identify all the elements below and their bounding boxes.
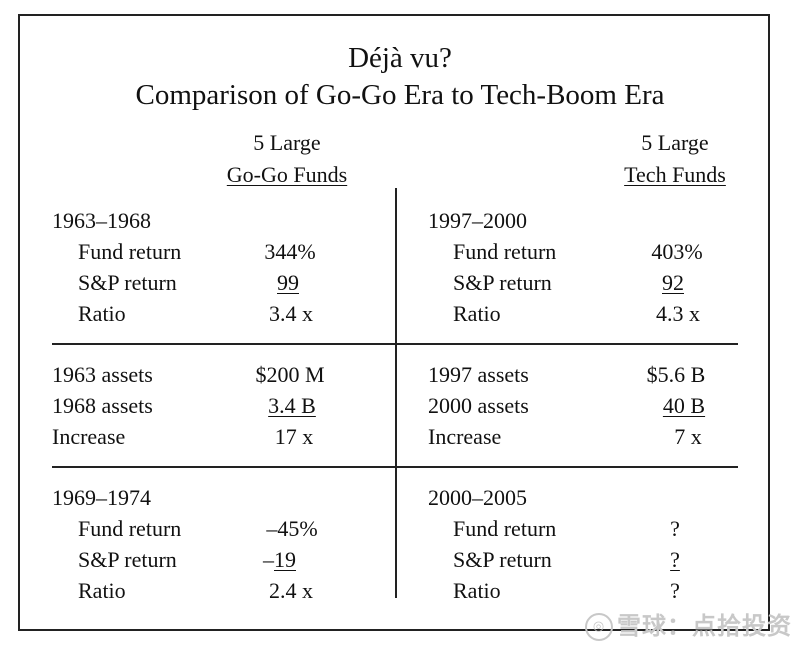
right-period-2: 2000–2005 bbox=[428, 485, 527, 510]
minus-sign: – bbox=[263, 547, 274, 572]
left-p1-value-sp-return: 99 bbox=[277, 270, 299, 295]
left-p1-label-ratio: Ratio bbox=[78, 301, 126, 326]
right-p1-value-fund-return: 403% bbox=[651, 239, 703, 264]
left-p2-value-sp-return: –19 bbox=[263, 547, 296, 573]
left-p2-value-sp-return-number: 19 bbox=[274, 547, 296, 572]
right-p1-label-ratio: Ratio bbox=[453, 301, 501, 326]
right-assets-label-start: 1997 assets bbox=[428, 362, 529, 387]
right-p1-label-sp-return: S&P return bbox=[453, 270, 552, 295]
left-period-1: 1963–1968 bbox=[52, 208, 151, 233]
watermark-text: 雪球：点拾投资 bbox=[617, 612, 792, 640]
center-divider bbox=[395, 188, 397, 598]
right-assets-value-increase: 7 x bbox=[674, 424, 702, 449]
right-p2-label-sp-return: S&P return bbox=[453, 547, 552, 572]
left-p2-label-ratio: Ratio bbox=[78, 578, 126, 603]
right-p2-value-ratio: ? bbox=[670, 578, 680, 603]
watermark: ◎ 雪球：点拾投资 bbox=[585, 606, 792, 641]
left-assets-value-start: $200 M bbox=[255, 362, 325, 387]
left-assets-label-start: 1963 assets bbox=[52, 362, 153, 387]
title-line-1: Déjà vu? bbox=[348, 42, 452, 74]
right-p2-label-ratio: Ratio bbox=[453, 578, 501, 603]
left-p1-label-sp-return: S&P return bbox=[78, 270, 177, 295]
left-p1-value-ratio: 3.4 x bbox=[269, 301, 313, 326]
divider-2 bbox=[52, 466, 738, 468]
right-assets-label-increase: Increase bbox=[428, 424, 502, 449]
left-assets-label-increase: Increase bbox=[52, 424, 126, 449]
title-line-2: Comparison of Go-Go Era to Tech-Boom Era bbox=[135, 79, 665, 111]
left-period-2: 1969–1974 bbox=[52, 485, 151, 510]
table-frame bbox=[18, 14, 770, 631]
left-p2-label-fund-return: Fund return bbox=[78, 516, 182, 541]
right-assets-label-end: 2000 assets bbox=[428, 393, 529, 418]
right-p2-value-fund-return: ? bbox=[670, 516, 680, 541]
left-p1-label-fund-return: Fund return bbox=[78, 239, 182, 264]
xueqiu-logo-icon: ◎ bbox=[585, 613, 613, 641]
right-assets-value-start: $5.6 B bbox=[646, 362, 706, 387]
left-header-line-2: Go-Go Funds bbox=[226, 162, 348, 187]
left-assets-label-end: 1968 assets bbox=[52, 393, 153, 418]
right-p2-label-fund-return: Fund return bbox=[453, 516, 557, 541]
right-p1-value-ratio: 4.3 x bbox=[656, 301, 700, 326]
left-header-line-1: 5 Large bbox=[253, 130, 321, 155]
right-period-1: 1997–2000 bbox=[428, 208, 527, 233]
right-p1-value-sp-return: 92 bbox=[662, 270, 684, 295]
left-p2-value-fund-return: –45% bbox=[266, 516, 318, 541]
left-p2-value-ratio: 2.4 x bbox=[269, 578, 313, 603]
divider-1 bbox=[52, 343, 738, 345]
left-assets-value-increase: 17 x bbox=[274, 424, 314, 449]
right-assets-value-end: 40 B bbox=[662, 393, 706, 418]
right-p2-value-sp-return: ? bbox=[670, 547, 680, 572]
left-assets-value-end: 3.4 B bbox=[268, 393, 316, 418]
left-p2-label-sp-return: S&P return bbox=[78, 547, 177, 572]
right-p1-label-fund-return: Fund return bbox=[453, 239, 557, 264]
right-header-line-2: Tech Funds bbox=[624, 162, 726, 187]
right-header-line-1: 5 Large bbox=[641, 130, 709, 155]
left-p1-value-fund-return: 344% bbox=[264, 239, 316, 264]
